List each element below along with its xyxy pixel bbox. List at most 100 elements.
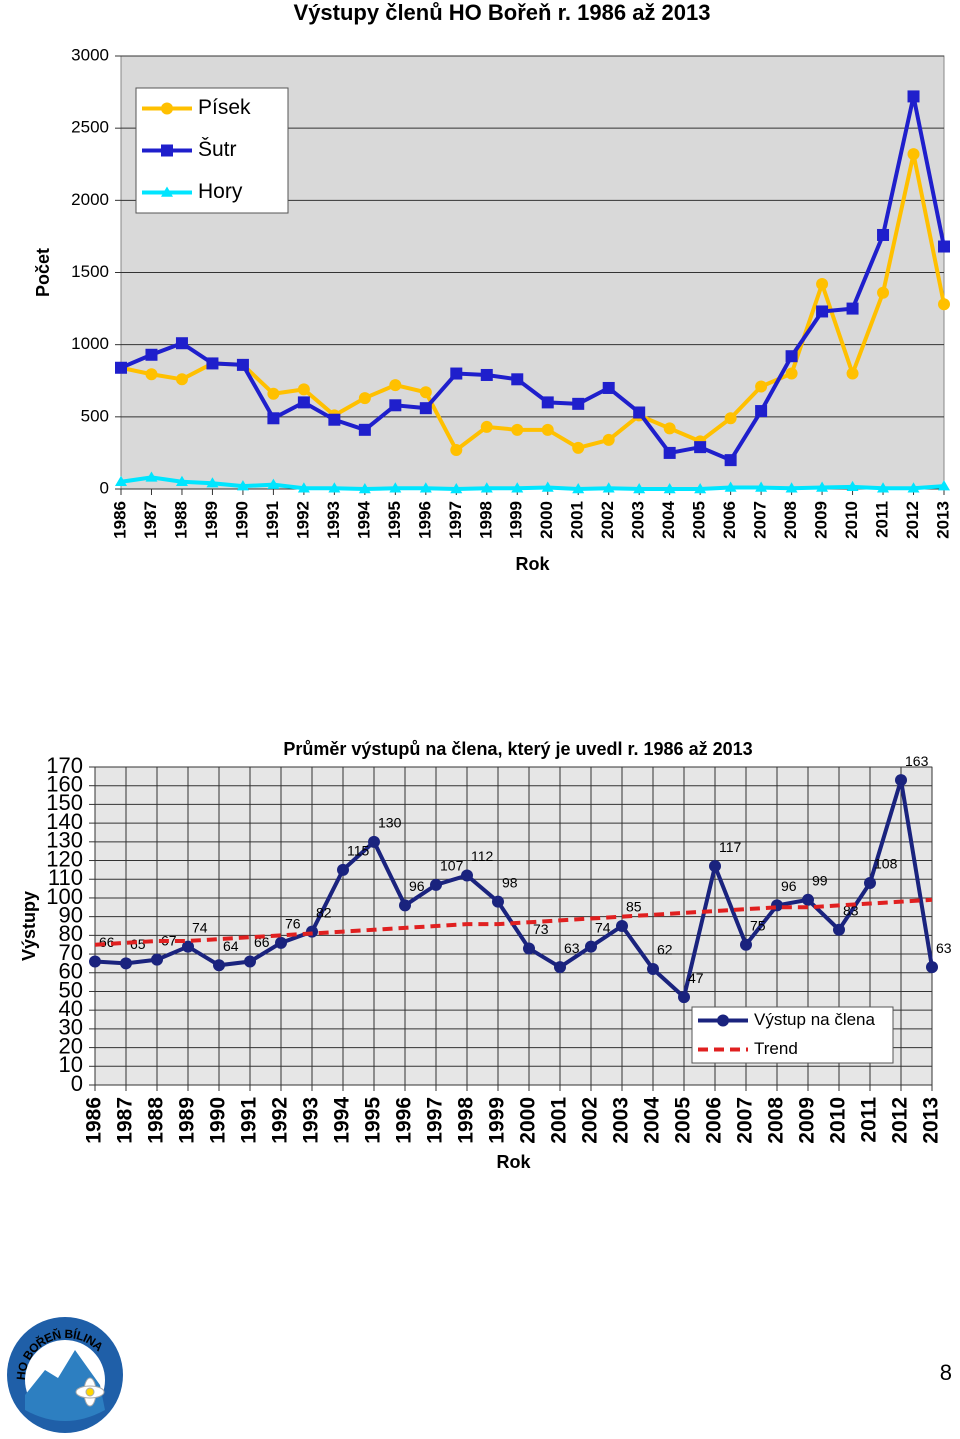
- data-point: [572, 397, 585, 410]
- data-point: [740, 938, 752, 951]
- x-tick-label: 1992: [293, 501, 312, 539]
- legend-label: Trend: [754, 1039, 798, 1058]
- data-point: [802, 893, 814, 906]
- data-point: [572, 441, 585, 454]
- data-point: [616, 920, 628, 932]
- y-axis-label: Počet: [33, 248, 53, 297]
- x-tick-label: 2004: [659, 500, 678, 538]
- data-point: [480, 482, 493, 493]
- y-tick-label: 100: [46, 884, 83, 909]
- x-tick-label: 2010: [842, 501, 861, 539]
- chart-title: Výstupy členů HO Bořeň r. 1986 až 2013: [294, 0, 711, 25]
- x-tick-label: 1994: [354, 500, 373, 538]
- data-point: [450, 483, 463, 494]
- data-label: 65: [130, 936, 146, 952]
- logo-mountain: [25, 1350, 105, 1421]
- data-label: 107: [440, 858, 464, 874]
- x-tick-label: 1992: [269, 1097, 292, 1144]
- data-point: [678, 991, 690, 1004]
- x-tick-label: 2005: [672, 1097, 695, 1144]
- data-label: 74: [595, 919, 611, 935]
- data-label: 82: [316, 904, 332, 920]
- chart-title: Průměr výstupů na člena, který je uvedl …: [283, 739, 752, 759]
- data-label: 76: [285, 916, 301, 932]
- y-axis-label: Výstupy: [19, 891, 39, 961]
- data-label: 64: [223, 938, 239, 954]
- data-point: [430, 878, 442, 891]
- data-point: [864, 876, 876, 889]
- data-point: [602, 381, 615, 394]
- data-label: 115: [347, 843, 370, 859]
- data-point: [816, 481, 829, 492]
- y-tick-label: 3000: [71, 45, 109, 64]
- y-tick-label: 1500: [71, 262, 109, 281]
- y-tick-label: 30: [59, 1015, 83, 1040]
- data-point: [213, 959, 225, 972]
- x-tick-label: 2004: [641, 1097, 664, 1144]
- data-point: [907, 148, 920, 161]
- data-point: [358, 483, 371, 494]
- x-tick-label: 1995: [362, 1097, 385, 1144]
- data-point: [541, 396, 554, 409]
- x-tick-label: 2006: [703, 1097, 726, 1144]
- data-point: [541, 481, 554, 492]
- data-point: [450, 367, 463, 380]
- data-point: [846, 302, 859, 315]
- data-point: [694, 441, 707, 454]
- data-point: [236, 358, 249, 371]
- page-number: 8: [940, 1360, 952, 1385]
- x-tick-label: 2000: [517, 1097, 540, 1144]
- y-tick-label: 0: [100, 478, 109, 497]
- data-point: [419, 402, 432, 415]
- data-point: [368, 835, 380, 848]
- data-point: [120, 957, 132, 970]
- x-tick-label: 1998: [455, 1097, 478, 1144]
- data-point: [480, 368, 493, 381]
- data-point: [907, 482, 920, 493]
- data-point: [877, 482, 890, 493]
- data-point: [907, 90, 920, 103]
- data-label: 67: [161, 932, 177, 948]
- data-label: 112: [471, 848, 494, 864]
- y-tick-label: 140: [46, 809, 83, 834]
- legend-label: Hory: [198, 180, 243, 203]
- x-tick-label: 1996: [415, 501, 434, 539]
- data-point: [419, 482, 432, 493]
- x-tick-label: 2010: [827, 1097, 850, 1144]
- x-tick-label: 2012: [903, 501, 922, 539]
- x-tick-label: 2003: [610, 1097, 633, 1144]
- series-line: [94, 897, 933, 947]
- x-tick-label: 1986: [110, 501, 129, 539]
- data-point: [785, 367, 798, 380]
- x-tick-label: 1991: [263, 501, 282, 539]
- x-axis-label: Rok: [496, 1152, 531, 1172]
- data-label: 117: [719, 839, 742, 855]
- data-point: [358, 423, 371, 436]
- data-point: [663, 446, 676, 459]
- data-label: 163: [905, 753, 929, 769]
- y-tick-label: 130: [46, 828, 83, 853]
- data-label: 99: [812, 873, 828, 889]
- data-point: [755, 481, 768, 492]
- data-point: [115, 475, 127, 486]
- data-point: [895, 774, 907, 787]
- data-point: [492, 895, 504, 908]
- data-point: [297, 383, 310, 396]
- data-point: [389, 379, 402, 392]
- series-line: [120, 475, 945, 492]
- data-label: 47: [688, 970, 704, 986]
- data-point: [938, 240, 950, 253]
- data-point: [297, 482, 310, 493]
- x-axis-label: Rok: [515, 554, 550, 574]
- y-tick-label: 50: [59, 977, 83, 1002]
- legend-marker: [161, 144, 173, 157]
- data-point: [771, 899, 783, 912]
- data-point: [633, 483, 646, 494]
- data-point: [785, 350, 798, 363]
- logo: HO BOŘEŇ BÍLINA: [7, 1317, 123, 1433]
- data-point: [709, 860, 721, 873]
- x-tick-label: 1994: [331, 1097, 354, 1144]
- data-point: [724, 454, 737, 467]
- data-point: [275, 936, 287, 949]
- y-tick-label: 70: [59, 940, 83, 965]
